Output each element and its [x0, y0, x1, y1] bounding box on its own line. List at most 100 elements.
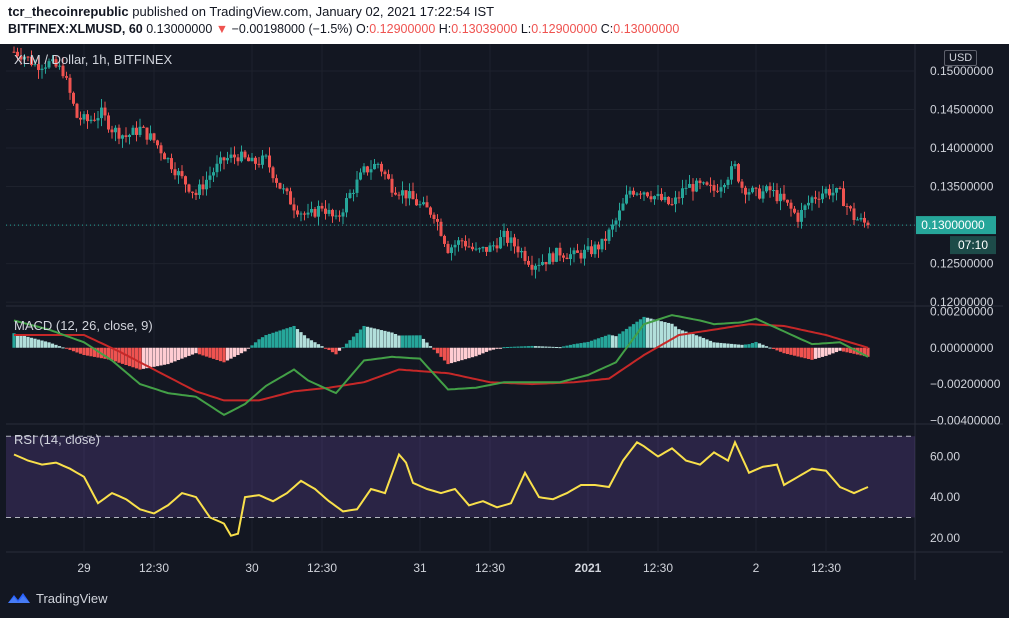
- candle: [705, 182, 709, 185]
- macd-histogram-bar: [729, 343, 734, 348]
- macd-histogram-bar: [379, 330, 384, 348]
- price-tick-label: 0.14500000: [930, 103, 994, 117]
- candle: [677, 197, 681, 199]
- candle: [712, 185, 716, 191]
- currency-button[interactable]: USD: [944, 50, 978, 66]
- open-value: 0.12900000: [369, 22, 436, 36]
- macd-histogram-bar: [222, 347, 226, 363]
- candle: [359, 172, 362, 180]
- macd-histogram-bar: [516, 346, 520, 348]
- macd-histogram-bar: [540, 346, 545, 348]
- candle: [544, 262, 548, 265]
- macd-tick-label: 0.00000000: [930, 341, 994, 355]
- candle: [523, 250, 527, 261]
- x-tick-label: 2: [753, 561, 760, 575]
- candle: [215, 163, 219, 173]
- candle: [432, 214, 436, 219]
- candle: [583, 249, 586, 259]
- macd-histogram-bar: [64, 347, 69, 349]
- macd-histogram-bar: [575, 343, 580, 348]
- candle: [107, 115, 110, 130]
- macd-histogram-bar: [761, 344, 765, 348]
- macd-histogram-bar: [183, 347, 188, 358]
- macd-histogram-bar: [547, 346, 552, 348]
- candle: [618, 210, 621, 221]
- candle: [576, 250, 579, 253]
- macd-histogram-bar: [397, 335, 401, 348]
- candle: [338, 215, 341, 217]
- candle: [628, 190, 632, 195]
- macd-histogram-bar: [495, 347, 499, 349]
- macd-histogram-bar: [453, 347, 457, 363]
- macd-histogram-bar: [75, 347, 79, 353]
- macd-histogram-bar: [327, 347, 331, 351]
- macd-histogram-bar: [295, 329, 300, 348]
- author-name[interactable]: tcr_thecoinrepublic: [8, 4, 129, 19]
- candle: [436, 218, 439, 222]
- macd-histogram-bar: [603, 335, 608, 348]
- macd-histogram-bar: [561, 346, 566, 348]
- candle: [667, 196, 670, 205]
- macd-histogram-bar: [330, 347, 335, 353]
- candle: [58, 65, 61, 67]
- macd-histogram-bar: [138, 347, 142, 370]
- macd-histogram-bar: [785, 347, 790, 355]
- macd-histogram-bar: [617, 333, 622, 348]
- candle: [341, 212, 345, 217]
- price-tick-label: 0.15000000: [930, 64, 994, 78]
- macd-histogram-bar: [337, 347, 342, 351]
- candle: [345, 198, 348, 213]
- macd-histogram-bar: [355, 333, 359, 348]
- candle: [429, 207, 432, 215]
- x-tick-label: 12:30: [643, 561, 673, 575]
- macd-histogram-bar: [862, 347, 867, 357]
- macd-histogram-bar: [533, 346, 538, 348]
- macd-histogram-bar: [439, 347, 443, 357]
- x-tick-label: 2021: [575, 561, 602, 575]
- price-tick-label: 0.13500000: [930, 180, 994, 194]
- candle: [114, 127, 117, 133]
- candle: [866, 222, 870, 226]
- chart-canvas[interactable]: 29 12:30 30 12:30 31 12:30 2021 12:30 2 12:30 0.12…: [0, 44, 1009, 584]
- macd-histogram-bar: [747, 344, 751, 348]
- candle: [635, 193, 639, 195]
- macd-histogram-bar: [652, 319, 657, 348]
- candle: [380, 163, 383, 172]
- macd-histogram-bar: [22, 335, 27, 348]
- macd-histogram-bar: [537, 346, 541, 348]
- candle: [61, 65, 65, 77]
- candle: [565, 257, 569, 260]
- candle: [768, 186, 772, 191]
- candle: [51, 59, 54, 62]
- candle: [306, 212, 310, 215]
- price-change: −0.00198000 (−1.5%): [231, 22, 353, 36]
- macd-histogram-bar: [12, 333, 16, 348]
- macd-histogram-bar: [180, 347, 184, 359]
- macd-histogram-bar: [519, 346, 524, 348]
- candle: [131, 127, 135, 135]
- macd-histogram-bar: [638, 319, 643, 348]
- down-arrow-icon: ▼: [215, 22, 229, 36]
- candle: [684, 187, 688, 189]
- candle: [506, 230, 509, 243]
- macd-histogram-bar: [764, 346, 769, 348]
- macd-histogram-bar: [799, 347, 804, 358]
- candle: [765, 186, 768, 192]
- candle: [292, 204, 296, 211]
- tradingview-logo[interactable]: TradingView: [8, 591, 108, 606]
- candle: [180, 171, 184, 177]
- macd-histogram-bar: [715, 342, 720, 348]
- candle: [212, 172, 215, 176]
- candle: [607, 229, 611, 241]
- macd-histogram-bar: [810, 347, 814, 360]
- macd-histogram-bar: [771, 347, 776, 349]
- price-tick-label: 0.12000000: [930, 295, 994, 309]
- rsi-title: RSI (14, close): [14, 432, 100, 447]
- macd-histogram-bar: [491, 347, 496, 350]
- candle: [646, 192, 649, 197]
- candle: [128, 134, 131, 138]
- low-label: L:: [520, 22, 532, 36]
- ohlc-line: BITFINEX:XLMUSD, 60 0.13000000 ▼ −0.0019…: [8, 22, 679, 36]
- candle: [656, 193, 660, 197]
- chart-symbol-title: XLM / Dollar, 1h, BITFINEX: [14, 52, 173, 67]
